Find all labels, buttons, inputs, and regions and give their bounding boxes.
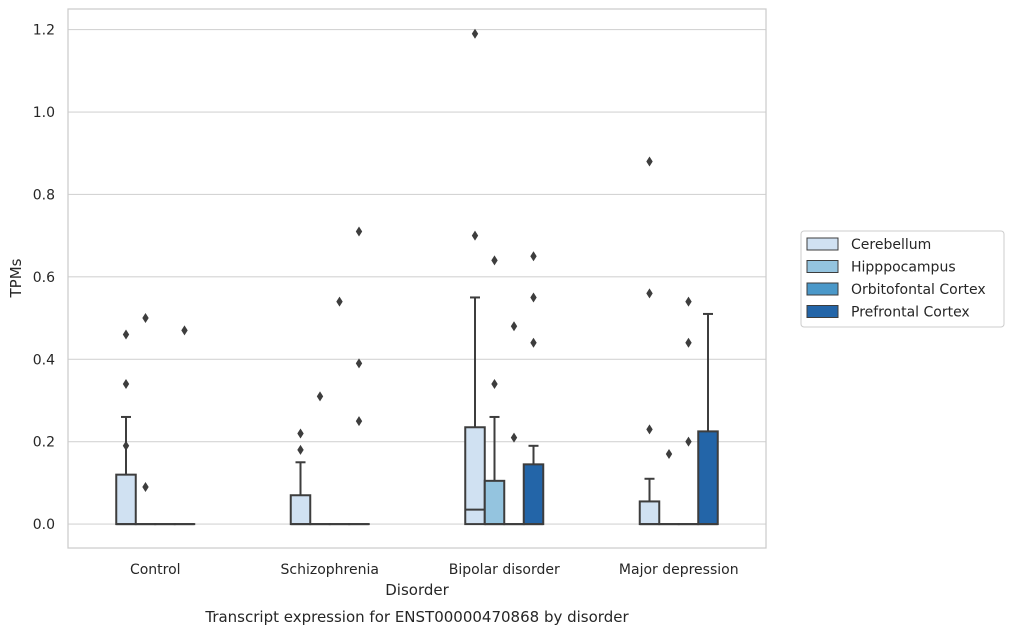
x-tick-label: Bipolar disorder <box>449 562 560 578</box>
grid-layer <box>68 29 766 525</box>
outlier-point <box>685 296 692 307</box>
outlier-point <box>646 424 653 435</box>
legend-label: Hipppocampus <box>851 260 956 276</box>
box <box>697 430 719 526</box>
outlier-point <box>491 378 498 389</box>
y-tick-label: 1.2 <box>33 23 55 39</box>
outlier-point <box>297 444 304 455</box>
y-axis-title: TPMs <box>7 258 25 298</box>
box <box>115 473 137 526</box>
chart-title: Transcript expression for ENST0000047086… <box>204 608 629 626</box>
outlier-point <box>646 288 653 299</box>
plot-background <box>68 9 766 548</box>
outlier-point <box>122 329 130 340</box>
legend-swatch <box>806 305 839 318</box>
box <box>483 479 506 526</box>
box <box>638 500 661 526</box>
x-tick-label: Schizophrenia <box>281 562 379 578</box>
legend-label: Prefrontal Cortex <box>851 305 970 321</box>
y-tick-label: 1.0 <box>33 105 55 121</box>
outlier-point <box>355 358 363 369</box>
box-layer <box>115 28 719 526</box>
outlier-point <box>530 251 537 262</box>
legend-swatch <box>806 282 839 296</box>
box <box>522 463 545 526</box>
outlier-point <box>122 440 130 451</box>
legend-frame <box>800 230 1005 328</box>
box <box>464 426 486 526</box>
x-tick-label: Major depression <box>619 562 739 578</box>
outlier-point <box>142 313 149 324</box>
outlier-point <box>336 296 343 307</box>
x-axis-title: Disorder <box>385 581 449 599</box>
outlier-point <box>122 378 130 389</box>
x-tick-labels: Control Schizophrenia Bipolar disorder Majo… <box>130 562 739 578</box>
outlier-point <box>685 337 692 348</box>
outlier-point <box>471 230 479 241</box>
y-tick-label: 0.0 <box>33 517 55 533</box>
outlier-point <box>646 156 653 167</box>
y-tick-label: 0.6 <box>33 270 55 286</box>
legend: Cerebellum Hipppocampus Orbitofontal Corte… <box>800 230 1005 328</box>
outlier-point <box>355 416 363 427</box>
x-tick-label: Control <box>130 562 181 578</box>
box <box>289 494 312 526</box>
legend-swatch <box>806 237 839 251</box>
outlier-point <box>297 428 304 439</box>
legend-label: Cerebellum <box>851 237 931 253</box>
outlier-point <box>471 28 479 39</box>
plot-frame <box>67 8 767 549</box>
legend-label: Orbitofontal Cortex <box>851 282 986 298</box>
outlier-point <box>510 321 518 332</box>
outlier-point <box>665 449 673 460</box>
outlier-point <box>355 226 363 237</box>
y-tick-label: 0.8 <box>33 187 55 203</box>
legend-swatch <box>806 260 839 273</box>
outlier-point <box>530 337 537 348</box>
outlier-point <box>530 292 537 303</box>
outlier-point <box>142 482 149 493</box>
y-tick-labels: 0.0 0.2 0.4 0.6 0.8 1.0 1.2 <box>33 23 55 533</box>
y-tick-label: 0.4 <box>33 352 55 368</box>
y-tick-label: 0.2 <box>33 435 55 451</box>
outlier-point <box>685 436 692 447</box>
outlier-point <box>316 391 324 402</box>
outlier-point <box>510 432 518 443</box>
outlier-point <box>181 325 188 336</box>
outlier-point <box>491 255 498 266</box>
